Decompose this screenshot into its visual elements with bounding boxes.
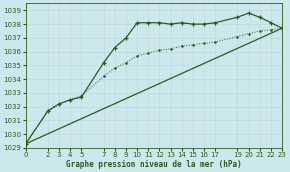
X-axis label: Graphe pression niveau de la mer (hPa): Graphe pression niveau de la mer (hPa) bbox=[66, 159, 242, 169]
